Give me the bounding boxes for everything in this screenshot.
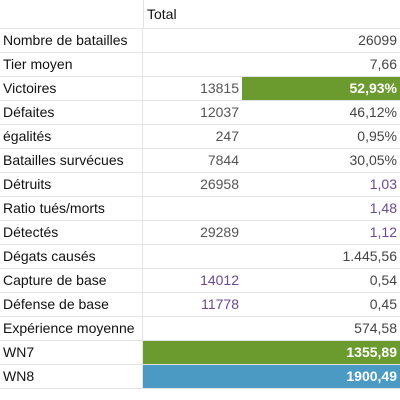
table-row: Expérience moyenne 574,58 xyxy=(0,317,400,341)
row-value-capture: 0,54 xyxy=(369,272,397,288)
row-count-draws: 247 xyxy=(215,128,239,144)
row-value-wn7: 1355,89 xyxy=(143,341,400,364)
table-row: Ratio tués/morts 1,48 xyxy=(0,197,400,221)
header-empty-cell xyxy=(0,0,144,28)
table-row: Défense de base 11778 0,45 xyxy=(0,293,400,317)
table-row: Victoires 13815 52,93% xyxy=(0,77,400,101)
row-value-destroyed: 1,03 xyxy=(369,176,397,192)
table-row: Capture de base 14012 0,54 xyxy=(0,269,400,293)
table-row: Défaites 12037 46,12% xyxy=(0,101,400,125)
table-row: Nombre de batailles 26099 xyxy=(0,29,400,53)
row-label-victories: Victoires xyxy=(0,77,143,100)
table-header: Total xyxy=(0,0,400,29)
row-label-defeats: Défaites xyxy=(0,101,143,124)
row-value-spotted: 1,12 xyxy=(369,224,397,240)
row-label-destroyed: Détruits xyxy=(0,173,143,196)
table-row: Dégats causés 1.445,56 xyxy=(0,245,400,269)
row-label-experience: Expérience moyenne xyxy=(0,317,143,340)
table-row: Détruits 26958 1,03 xyxy=(0,173,400,197)
row-value-kd-ratio: 1,48 xyxy=(369,200,397,216)
row-count-capture: 14012 xyxy=(200,272,239,288)
row-count-victories: 13815 xyxy=(200,80,239,96)
row-value-defense: 0,45 xyxy=(369,296,397,312)
table-row: Batailles survécues 7844 30,05% xyxy=(0,149,400,173)
row-count-destroyed: 26958 xyxy=(200,176,239,192)
row-value-battles: 26099 xyxy=(358,32,397,48)
row-value-damage: 1.445,56 xyxy=(342,248,398,264)
row-count-spotted: 29289 xyxy=(200,224,239,240)
row-label-wn7: WN7 xyxy=(0,341,143,364)
row-value-draws: 0,95% xyxy=(357,128,397,144)
table-row: Tier moyen 7,66 xyxy=(0,53,400,77)
row-count-survived: 7844 xyxy=(207,152,239,168)
row-value-experience: 574,58 xyxy=(354,320,397,336)
header-total: Total xyxy=(147,6,177,22)
row-label-draws: égalités xyxy=(0,125,143,148)
row-label-survived: Batailles survécues xyxy=(0,149,143,172)
table-row: égalités 247 0,95% xyxy=(0,125,400,149)
row-label-kd-ratio: Ratio tués/morts xyxy=(0,197,143,220)
row-label-damage: Dégats causés xyxy=(0,245,143,268)
row-label-tier: Tier moyen xyxy=(0,53,143,76)
row-value-wn8: 1900,49 xyxy=(143,365,400,388)
table-row: Détectés 29289 1,12 xyxy=(0,221,400,245)
row-count-defeats: 12037 xyxy=(200,104,239,120)
table-row: WN7 1355,89 xyxy=(0,341,400,365)
stats-table: Total Nombre de batailles 26099 Tier moy… xyxy=(0,0,400,389)
row-count-kd-ratio xyxy=(143,197,242,220)
row-count-experience xyxy=(143,317,242,340)
row-label-spotted: Détectés xyxy=(0,221,143,244)
row-count-damage xyxy=(143,245,242,268)
row-value-survived: 30,05% xyxy=(349,152,397,168)
table-row: WN8 1900,49 xyxy=(0,365,400,389)
row-label-defense: Défense de base xyxy=(0,293,143,316)
row-count-battles xyxy=(143,29,242,52)
row-count-tier xyxy=(143,53,242,76)
row-label-battles: Nombre de batailles xyxy=(0,29,143,52)
row-count-defense: 11778 xyxy=(201,296,239,312)
row-value-victories: 52,93% xyxy=(242,77,400,100)
row-label-capture: Capture de base xyxy=(0,269,143,292)
row-value-tier: 7,66 xyxy=(369,56,397,72)
row-value-defeats: 46,12% xyxy=(349,104,397,120)
row-label-wn8: WN8 xyxy=(0,365,143,388)
